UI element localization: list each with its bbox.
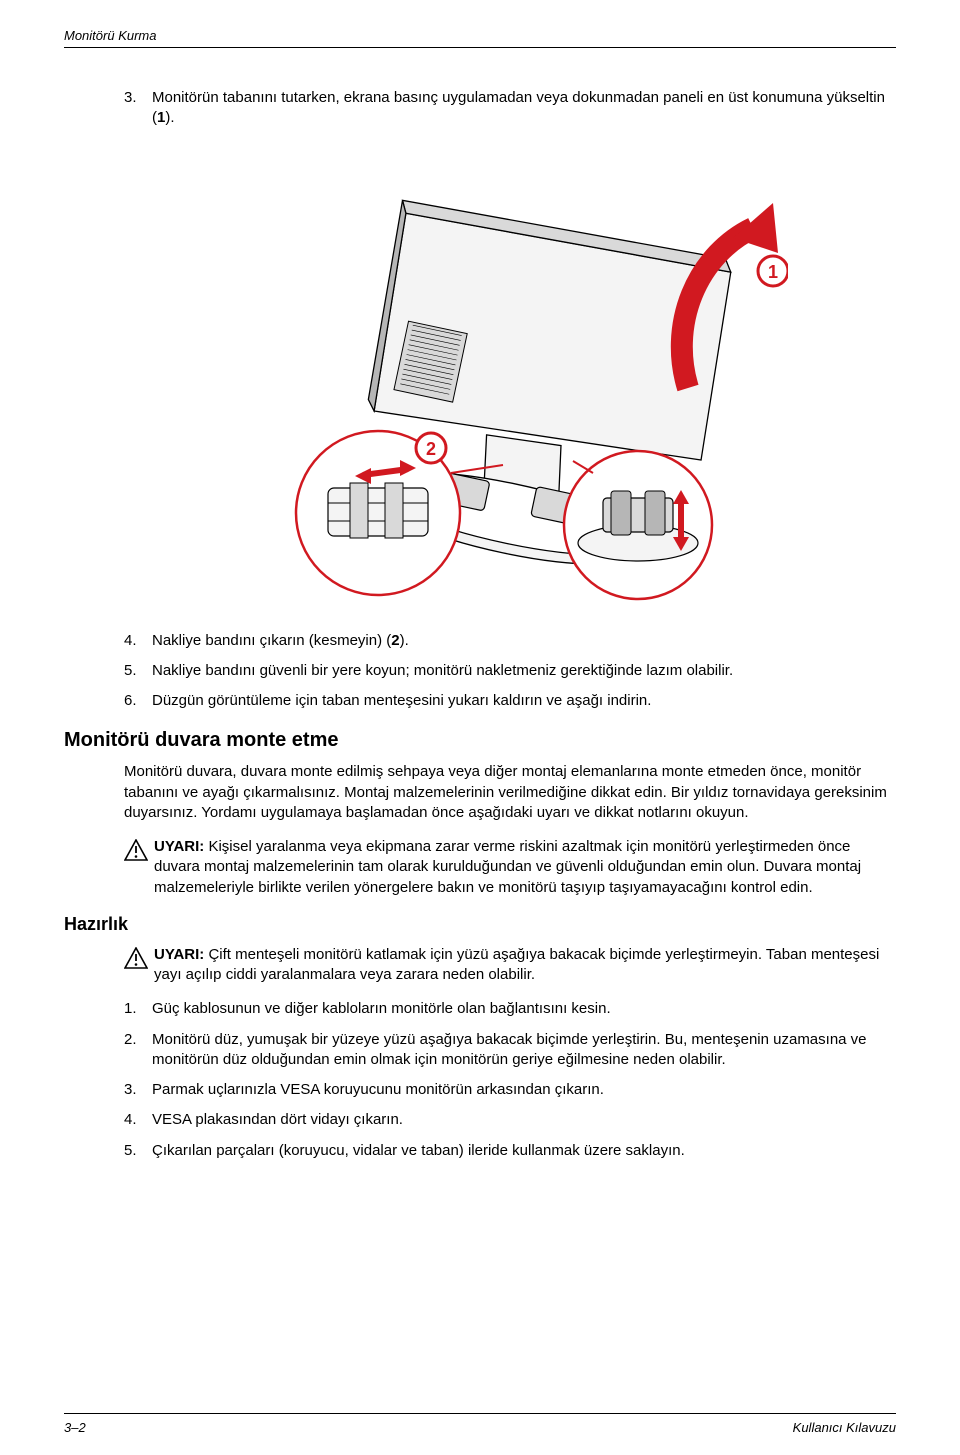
prep-step-3: 3. Parmak uçlarınızla VESA koruyucunu mo… xyxy=(124,1080,896,1100)
step-body: Güç kablosunun ve diğer kabloların monit… xyxy=(152,999,896,1019)
callout-2: 2 xyxy=(416,433,446,463)
step-body: Çıkarılan parçaları (koruyucu, vidalar v… xyxy=(152,1141,896,1161)
page: Monitörü Kurma 3. Monitörün tabanını tut… xyxy=(0,0,960,1455)
step-num: 6. xyxy=(124,691,152,711)
running-head: Monitörü Kurma xyxy=(64,28,896,43)
monitor-setup-diagram: 1 2 xyxy=(233,143,788,603)
warn-text: Çift menteşeli monitörü katlamak için yü… xyxy=(154,946,879,983)
figure-wrap: 1 2 xyxy=(124,143,896,603)
prep-body: UYARI: Çift menteşeli monitörü katlamak … xyxy=(124,945,896,1161)
step-num: 2. xyxy=(124,1030,152,1071)
footer-page-num: 3–2 xyxy=(64,1420,86,1435)
step-num: 5. xyxy=(124,1141,152,1161)
prep-step-5: 5. Çıkarılan parçaları (koruyucu, vidala… xyxy=(124,1141,896,1161)
step-num: 3. xyxy=(124,88,152,129)
warning-icon xyxy=(124,945,154,986)
step-ref: 2 xyxy=(391,632,399,649)
step-6: 6. Düzgün görüntüleme için taban menteşe… xyxy=(124,691,896,711)
warning-wall-mount: UYARI: Kişisel yaralanma veya ekipmana z… xyxy=(124,837,896,898)
wall-mount-para: Monitörü duvara, duvara monte edilmiş se… xyxy=(124,762,896,823)
step-body: Düzgün görüntüleme için taban menteşesin… xyxy=(152,691,896,711)
warn-text: Kişisel yaralanma veya ekipmana zarar ve… xyxy=(154,838,861,896)
step-body: Nakliye bandını güvenli bir yere koyun; … xyxy=(152,661,896,681)
warning-icon xyxy=(124,837,154,898)
lead-step-block: 3. Monitörün tabanını tutarken, ekrana b… xyxy=(124,88,896,711)
step-post: ). xyxy=(165,109,174,126)
wall-mount-body: Monitörü duvara, duvara monte edilmiş se… xyxy=(124,762,896,898)
footer-doc-title: Kullanıcı Kılavuzu xyxy=(793,1420,896,1435)
step-4: 4. Nakliye bandını çıkarın (kesmeyin) (2… xyxy=(124,631,896,651)
step-num: 4. xyxy=(124,1110,152,1130)
svg-text:1: 1 xyxy=(767,262,777,282)
step-post: ). xyxy=(400,632,409,649)
step-num: 5. xyxy=(124,661,152,681)
footer-row: 3–2 Kullanıcı Kılavuzu xyxy=(64,1420,896,1435)
step-num: 1. xyxy=(124,999,152,1019)
step-body: Monitörün tabanını tutarken, ekrana bası… xyxy=(152,88,896,129)
head-rule xyxy=(64,47,896,48)
warning-prep: UYARI: Çift menteşeli monitörü katlamak … xyxy=(124,945,896,986)
callout-1: 1 xyxy=(758,256,788,286)
step-body: VESA plakasından dört vidayı çıkarın. xyxy=(152,1110,896,1130)
step-body: Parmak uçlarınızla VESA koruyucunu monit… xyxy=(152,1080,896,1100)
page-footer: 3–2 Kullanıcı Kılavuzu xyxy=(64,1413,896,1435)
step-5: 5. Nakliye bandını güvenli bir yere koyu… xyxy=(124,661,896,681)
warn-label: UYARI: xyxy=(154,946,204,963)
detail-circle-right xyxy=(564,451,712,599)
step-num: 4. xyxy=(124,631,152,651)
warn-label: UYARI: xyxy=(154,838,204,855)
step-3: 3. Monitörün tabanını tutarken, ekrana b… xyxy=(124,88,896,129)
step-pre: Monitörün tabanını tutarken, ekrana bası… xyxy=(152,89,885,126)
warning-text: UYARI: Çift menteşeli monitörü katlamak … xyxy=(154,945,896,986)
footer-rule xyxy=(64,1413,896,1414)
step-body: Monitörü düz, yumuşak bir yüzeye yüzü aş… xyxy=(152,1030,896,1071)
step-num: 3. xyxy=(124,1080,152,1100)
warning-text: UYARI: Kişisel yaralanma veya ekipmana z… xyxy=(154,837,896,898)
heading-prep: Hazırlık xyxy=(64,914,896,935)
step-pre: Nakliye bandını çıkarın (kesmeyin) ( xyxy=(152,632,391,649)
svg-text:2: 2 xyxy=(425,439,435,459)
prep-step-1: 1. Güç kablosunun ve diğer kabloların mo… xyxy=(124,999,896,1019)
prep-step-4: 4. VESA plakasından dört vidayı çıkarın. xyxy=(124,1110,896,1130)
heading-wall-mount: Monitörü duvara monte etme xyxy=(64,729,896,752)
prep-step-2: 2. Monitörü düz, yumuşak bir yüzeye yüzü… xyxy=(124,1030,896,1071)
step-body: Nakliye bandını çıkarın (kesmeyin) (2). xyxy=(152,631,896,651)
